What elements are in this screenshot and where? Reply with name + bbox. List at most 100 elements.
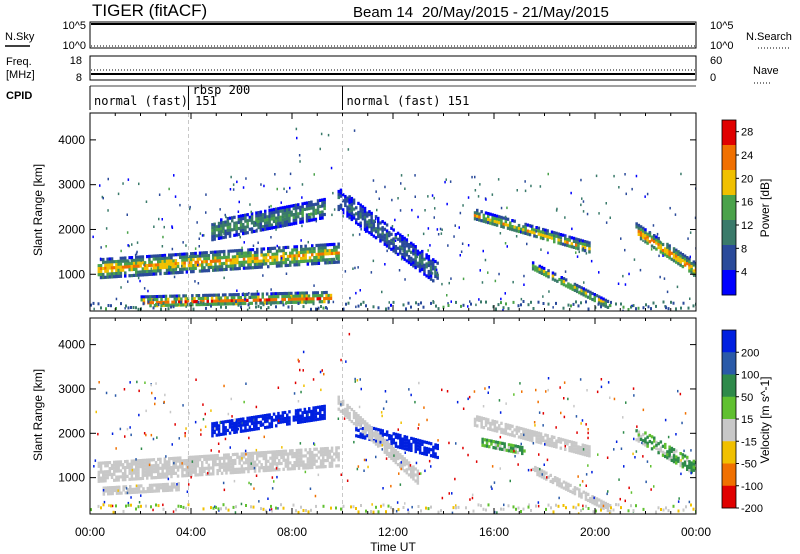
- clutter-cell: [127, 503, 130, 507]
- heatmap-cell: [249, 248, 252, 252]
- noise-cell: [102, 489, 105, 492]
- heatmap-cell: [385, 238, 389, 242]
- heatmap-cell: [303, 407, 307, 411]
- heatmap-cell: [264, 459, 268, 464]
- heatmap-cell: [321, 213, 324, 217]
- noise-cell: [635, 174, 638, 178]
- noise-cell: [202, 403, 204, 406]
- noise-cell: [250, 210, 252, 214]
- heatmap-cell: [357, 423, 360, 427]
- clutter-cell: [580, 301, 582, 305]
- heatmap-cell: [181, 465, 184, 469]
- heatmap-cell: [478, 218, 481, 222]
- noise-cell: [123, 388, 126, 391]
- heatmap-cell: [130, 265, 134, 269]
- noise-cell: [181, 462, 183, 465]
- heatmap-cell: [562, 280, 566, 284]
- heatmap-cell: [298, 300, 302, 304]
- noise-cell: [494, 510, 496, 514]
- noise-cell: [169, 266, 172, 269]
- noise-cell: [355, 305, 357, 309]
- heatmap-cell: [240, 467, 244, 471]
- heatmap-cell: [117, 475, 120, 479]
- clutter-cell: [577, 304, 580, 308]
- heatmap-cell: [514, 450, 517, 454]
- heatmap-cell: [242, 417, 245, 421]
- noise-cell: [242, 186, 245, 189]
- heatmap-cell: [241, 298, 245, 303]
- heatmap-cell: [310, 218, 313, 222]
- heatmap-cell: [381, 238, 384, 242]
- heatmap-cell: [305, 216, 309, 220]
- heatmap-cell: [223, 468, 226, 472]
- heatmap-cell: [473, 423, 477, 427]
- heatmap-cell: [357, 417, 360, 421]
- heatmap-cell: [229, 471, 233, 475]
- heatmap-cell: [410, 244, 413, 248]
- clutter-cell: [212, 506, 215, 510]
- heatmap-cell: [323, 297, 326, 301]
- heatmap-cell: [355, 424, 358, 428]
- heatmap-cell: [225, 264, 228, 268]
- heatmap-cell: [509, 224, 512, 228]
- power-colorbar-segment: [722, 170, 736, 196]
- heatmap-cell: [312, 406, 315, 410]
- heatmap-cell: [205, 454, 208, 458]
- heatmap-cell: [278, 453, 281, 457]
- heatmap-cell: [255, 223, 258, 227]
- noise-cell: [441, 228, 443, 231]
- heatmap-cell: [247, 248, 250, 252]
- noise-cell: [436, 271, 439, 274]
- heatmap-cell: [308, 410, 311, 414]
- noise-cell: [636, 425, 638, 428]
- heatmap-cell: [314, 412, 318, 416]
- clutter-cell: [595, 509, 597, 513]
- heatmap-cell: [548, 440, 552, 444]
- heatmap-cell: [104, 473, 107, 477]
- heatmap-cell: [146, 464, 149, 468]
- noise-cell: [93, 465, 95, 468]
- heatmap-cell: [427, 447, 431, 451]
- heatmap-cell: [425, 446, 428, 451]
- heatmap-cell: [194, 473, 197, 477]
- colorbar-tick-label: -100: [741, 481, 763, 493]
- heatmap-cell: [227, 453, 230, 457]
- heatmap-cell: [202, 296, 205, 301]
- nsky-tick-top: 10^5: [62, 20, 86, 32]
- heatmap-cell: [157, 466, 160, 470]
- heatmap-cell: [410, 469, 413, 473]
- heatmap-cell: [230, 293, 234, 297]
- noise-cell: [432, 263, 434, 266]
- heatmap-cell: [282, 458, 285, 462]
- heatmap-cell: [244, 213, 247, 217]
- heatmap-cell: [683, 460, 687, 464]
- heatmap-cell: [242, 263, 246, 267]
- heatmap-cell: [312, 206, 315, 210]
- heatmap-cell: [429, 274, 433, 278]
- clutter-cell: [667, 509, 670, 513]
- noise-cell: [530, 468, 532, 472]
- heatmap-cell: [205, 457, 208, 461]
- heatmap-cell: [666, 450, 669, 454]
- heatmap-cell: [361, 433, 365, 437]
- clutter-cell: [375, 505, 377, 509]
- heatmap-cell: [155, 483, 158, 487]
- heatmap-cell: [196, 254, 200, 258]
- heatmap-cell: [534, 465, 537, 470]
- noise-cell: [199, 232, 202, 235]
- heatmap-cell: [270, 223, 274, 227]
- heatmap-cell: [161, 263, 164, 267]
- heatmap-cell: [655, 440, 658, 444]
- heatmap-cell: [421, 439, 424, 443]
- heatmap-cell: [113, 272, 116, 276]
- heatmap-cell: [533, 430, 536, 434]
- noise-cell: [503, 503, 505, 507]
- heatmap-cell: [310, 418, 313, 422]
- heatmap-cell: [248, 419, 252, 423]
- heatmap-cell: [304, 247, 307, 251]
- heatmap-cell: [280, 258, 283, 262]
- colorbar-tick-label: 20: [741, 173, 753, 185]
- heatmap-cell: [253, 451, 257, 455]
- heatmap-cell: [190, 455, 193, 459]
- heatmap-cell: [168, 262, 171, 266]
